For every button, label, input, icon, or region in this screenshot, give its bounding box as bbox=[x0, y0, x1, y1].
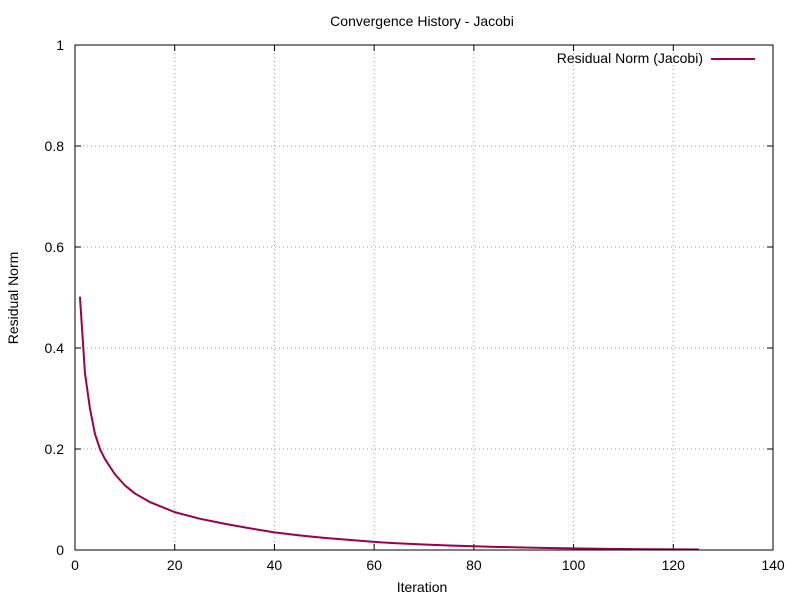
data-point bbox=[174, 511, 176, 513]
data-point bbox=[114, 473, 116, 475]
data-point bbox=[548, 547, 550, 549]
data-point bbox=[498, 546, 500, 548]
data-point bbox=[223, 523, 226, 525]
x-tick-label: 140 bbox=[761, 557, 785, 573]
data-point bbox=[79, 296, 81, 299]
y-tick-label: 0.8 bbox=[45, 138, 65, 154]
data-point bbox=[273, 531, 276, 533]
data-point bbox=[99, 448, 101, 450]
data-point bbox=[572, 547, 575, 549]
data-point bbox=[622, 548, 625, 550]
y-tick-label: 0.2 bbox=[45, 441, 65, 457]
x-tick-label: 100 bbox=[562, 557, 586, 573]
tick-layer: 0 20 40 60 80 100 120 140 0 0.2 0.4 0.6 0.8 1 bbox=[45, 37, 785, 573]
data-point bbox=[149, 501, 151, 503]
legend-label: Residual Norm (Jacobi) bbox=[557, 50, 703, 66]
chart-title: Convergence History - Jacobi bbox=[330, 13, 514, 29]
data-point bbox=[199, 518, 201, 520]
data-point bbox=[134, 492, 136, 495]
x-tick-label: 40 bbox=[267, 557, 283, 573]
data-point bbox=[104, 458, 106, 460]
data-point bbox=[323, 537, 325, 539]
data-point bbox=[248, 527, 251, 529]
plot-frame bbox=[74, 44, 774, 551]
data-point bbox=[473, 545, 475, 547]
data-point bbox=[398, 542, 400, 545]
data-point bbox=[448, 544, 450, 547]
y-tick-label: 0.4 bbox=[45, 340, 65, 356]
x-axis-label: Iteration bbox=[397, 579, 448, 595]
data-point bbox=[373, 541, 375, 543]
data-point bbox=[124, 484, 126, 486]
series-line bbox=[78, 296, 700, 551]
data-point bbox=[597, 548, 600, 550]
y-axis-label: Residual Norm bbox=[5, 252, 21, 345]
data-point bbox=[523, 546, 525, 549]
data-point bbox=[423, 543, 425, 546]
legend: Residual Norm (Jacobi) bbox=[557, 50, 755, 66]
data-point bbox=[94, 433, 96, 435]
y-tick-label: 0.6 bbox=[45, 239, 65, 255]
series-layer bbox=[78, 296, 700, 551]
y-tick-label: 1 bbox=[56, 37, 64, 53]
x-tick-label: 20 bbox=[167, 557, 183, 573]
x-tick-label: 120 bbox=[662, 557, 686, 573]
x-tick-label: 80 bbox=[466, 557, 482, 573]
data-point bbox=[348, 539, 350, 541]
data-point bbox=[84, 372, 86, 374]
x-tick-label: 0 bbox=[71, 557, 79, 573]
x-tick-label: 60 bbox=[366, 557, 382, 573]
y-tick-label: 0 bbox=[56, 542, 64, 558]
grid-layer bbox=[75, 45, 773, 550]
data-point bbox=[89, 408, 91, 410]
data-point bbox=[298, 534, 300, 536]
